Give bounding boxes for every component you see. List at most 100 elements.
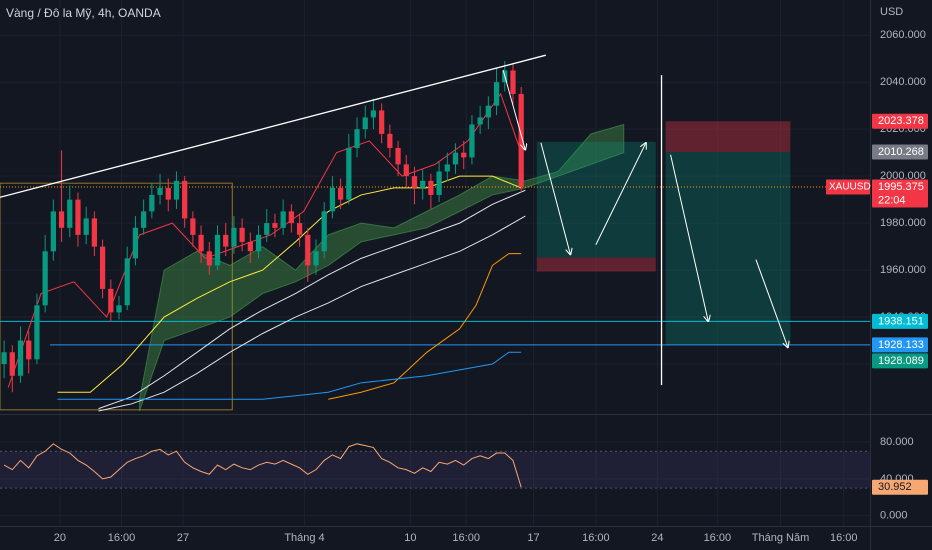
x-tick-label: 16:00 bbox=[108, 532, 136, 544]
candle-body bbox=[165, 187, 171, 200]
range-box bbox=[0, 182, 233, 411]
y-tick-label: 2000.000 bbox=[880, 170, 926, 182]
candle-body bbox=[99, 246, 106, 289]
x-tick-label: 16:00 bbox=[704, 532, 732, 544]
candle-body bbox=[42, 251, 48, 306]
arrow bbox=[755, 259, 788, 348]
candle-body bbox=[124, 258, 130, 306]
candle-body bbox=[132, 227, 139, 259]
candle-body bbox=[411, 176, 418, 188]
symbol-label: XAUUSD bbox=[829, 182, 871, 193]
x-tick-label: 24 bbox=[651, 532, 663, 544]
grid bbox=[0, 0, 870, 526]
candle-body bbox=[485, 105, 491, 118]
candle-body bbox=[428, 180, 434, 195]
candle-body bbox=[346, 147, 352, 200]
price-badge bbox=[872, 179, 928, 208]
arrow bbox=[595, 143, 646, 245]
candle-body bbox=[1, 352, 7, 365]
price-badge bbox=[872, 313, 928, 329]
candle-body bbox=[387, 133, 393, 148]
candle-body bbox=[239, 227, 245, 242]
x-tick-label: 16:00 bbox=[582, 532, 610, 544]
candle-body bbox=[173, 180, 180, 200]
indicator-line bbox=[328, 253, 522, 400]
x-tick-label: 16:00 bbox=[830, 532, 858, 544]
indicator-line bbox=[98, 189, 526, 410]
price-badge-label: 2010.268 bbox=[878, 146, 924, 158]
candle-body bbox=[329, 187, 336, 212]
price-badge-label: 1928.089 bbox=[878, 355, 924, 367]
candle-body bbox=[190, 218, 196, 235]
x-tick-label: 27 bbox=[177, 532, 189, 544]
candle-body bbox=[452, 152, 459, 165]
candle-body bbox=[223, 234, 229, 247]
candle-body bbox=[272, 223, 278, 228]
price-badge-label: 1938.151 bbox=[878, 315, 924, 327]
candle-body bbox=[214, 234, 221, 266]
candle-body bbox=[436, 171, 442, 195]
candle-body bbox=[337, 187, 344, 200]
symbol-badge bbox=[826, 179, 870, 195]
candle-body bbox=[469, 124, 475, 158]
candle-body bbox=[296, 223, 303, 235]
rsi-pane bbox=[0, 443, 870, 489]
candle-body bbox=[305, 234, 311, 266]
x-tick-label: Tháng 4 bbox=[284, 532, 324, 544]
candle-body bbox=[206, 251, 212, 266]
rsi-tick-label: 80.000 bbox=[880, 436, 914, 448]
candle-body bbox=[141, 211, 147, 228]
candle-body bbox=[9, 352, 15, 376]
candle-body bbox=[395, 147, 401, 165]
x-tick-label: 17 bbox=[527, 532, 539, 544]
candle-body bbox=[280, 211, 286, 228]
candle-body bbox=[231, 227, 237, 247]
candle-body bbox=[321, 211, 327, 252]
price-badge bbox=[872, 353, 928, 369]
countdown: 22:04 bbox=[878, 194, 906, 206]
candle-body bbox=[379, 110, 385, 134]
candle-body bbox=[493, 82, 500, 106]
price-badge-label: 1928.133 bbox=[878, 339, 924, 351]
rsi-badge-label: 30.952 bbox=[878, 481, 912, 493]
arrow bbox=[670, 154, 709, 322]
rsi-tick-label: 0.000 bbox=[880, 510, 908, 522]
position-stop bbox=[536, 257, 656, 272]
candle-body bbox=[420, 180, 426, 188]
candle-body bbox=[518, 93, 524, 188]
candle-body bbox=[198, 234, 204, 252]
candle-body bbox=[255, 234, 262, 252]
candle-body bbox=[362, 117, 368, 130]
candle-body bbox=[50, 211, 56, 252]
candle-body bbox=[34, 305, 40, 360]
candle-body bbox=[510, 70, 516, 94]
x-tick-label: 20 bbox=[54, 532, 66, 544]
y-tick-label: 1960.000 bbox=[880, 264, 926, 276]
y-tick-label: 2040.000 bbox=[880, 76, 926, 88]
candle-body bbox=[288, 211, 294, 224]
candle-body bbox=[461, 152, 467, 158]
candle-body bbox=[403, 164, 409, 177]
trendline bbox=[0, 54, 546, 198]
candle-body bbox=[83, 218, 89, 235]
rsi-line bbox=[3, 443, 522, 488]
indicator-line bbox=[57, 351, 522, 400]
indicator-line bbox=[7, 92, 522, 388]
indicator-line bbox=[57, 175, 522, 393]
candle-body bbox=[157, 187, 163, 195]
candle-body bbox=[313, 251, 319, 266]
candle-body bbox=[116, 305, 122, 313]
x-tick-label: 10 bbox=[404, 532, 416, 544]
x-tick-label: 16:00 bbox=[452, 532, 480, 544]
position-target bbox=[665, 152, 791, 345]
candle-body bbox=[58, 211, 65, 228]
candle-body bbox=[75, 199, 81, 235]
rsi-badge bbox=[872, 479, 928, 495]
price-badge-label: 1995.375 bbox=[878, 181, 924, 193]
candle-body bbox=[370, 110, 377, 118]
price-badge bbox=[872, 113, 928, 129]
candle-body bbox=[354, 129, 360, 148]
price-badge bbox=[872, 144, 928, 160]
candle-body bbox=[108, 288, 114, 313]
